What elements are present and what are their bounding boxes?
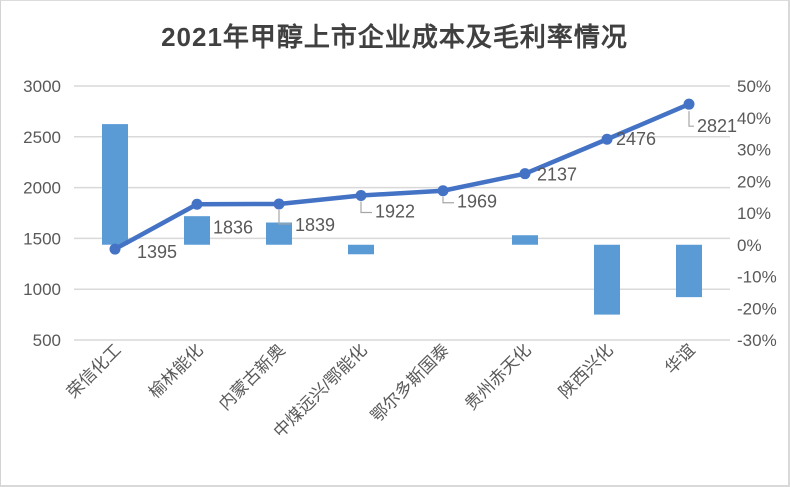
y-axis-tick-right: 20% [737,172,771,191]
x-axis-label: 贵州赤天化 [461,340,535,414]
bar-榆林能化 [184,216,210,245]
y-axis-tick-left: 2500 [23,128,61,147]
y-axis-tick-right: 50% [737,77,771,96]
y-axis-tick-right: -10% [737,268,777,287]
data-point-荣信化工 [109,243,121,255]
x-axis-label: 内蒙古新奥 [215,340,289,414]
data-point-中煤远兴/鄂能化 [355,190,367,202]
data-label: 1839 [295,215,335,235]
data-point-陕西兴化 [601,133,613,145]
bar-陕西兴化 [594,244,620,315]
x-axis-label: 鄂尔多斯国泰 [367,340,453,426]
data-point-贵州赤天化 [519,168,531,180]
chart-title: 2021年甲醇上市企业成本及毛利率情况 [161,22,628,52]
bar-中煤远兴/鄂能化 [348,244,374,255]
cost-line [112,101,692,252]
data-label: 2821 [697,116,737,136]
y-axis-tick-right: 10% [737,204,771,223]
y-axis-tick-right: 0% [737,236,762,255]
y-axis-tick-left: 2000 [23,179,61,198]
x-axis-label: 华谊 [661,340,698,377]
y-axis-tick-left: 1500 [23,229,61,248]
bar-贵州赤天化 [512,235,538,245]
data-label: 1836 [213,217,253,237]
data-point-华谊 [683,98,695,110]
label-leader-line [688,111,694,127]
y-axis-tick-left: 500 [33,331,61,350]
y-axis-tick-right: -30% [737,331,777,350]
y-axis-tick-left: 1000 [23,280,61,299]
bar-内蒙古新奥 [266,222,292,245]
label-leader-line [442,196,454,204]
y-axis-tick-right: 40% [737,109,771,128]
y-axis-tick-right: 30% [737,141,771,160]
data-point-内蒙古新奥 [273,198,285,210]
data-label: 2137 [537,165,577,185]
x-axis-label: 荣信化工 [63,340,125,402]
data-label: 2476 [616,129,656,149]
data-label: 1969 [457,192,497,212]
bar-荣信化工 [102,124,128,245]
label-leader-line [278,209,291,225]
data-point-鄂尔多斯国泰 [437,185,449,197]
data-label: 1922 [375,202,415,222]
x-axis-label: 榆林能化 [145,340,207,402]
label-leader-line [360,201,372,214]
bar-华谊 [676,244,702,298]
y-axis-tick-right: -20% [737,299,777,318]
x-axis-label: 陕西兴化 [555,340,617,402]
y-axis-tick-left: 3000 [23,77,61,96]
data-point-榆林能化 [191,198,203,210]
data-label: 1395 [137,242,177,262]
